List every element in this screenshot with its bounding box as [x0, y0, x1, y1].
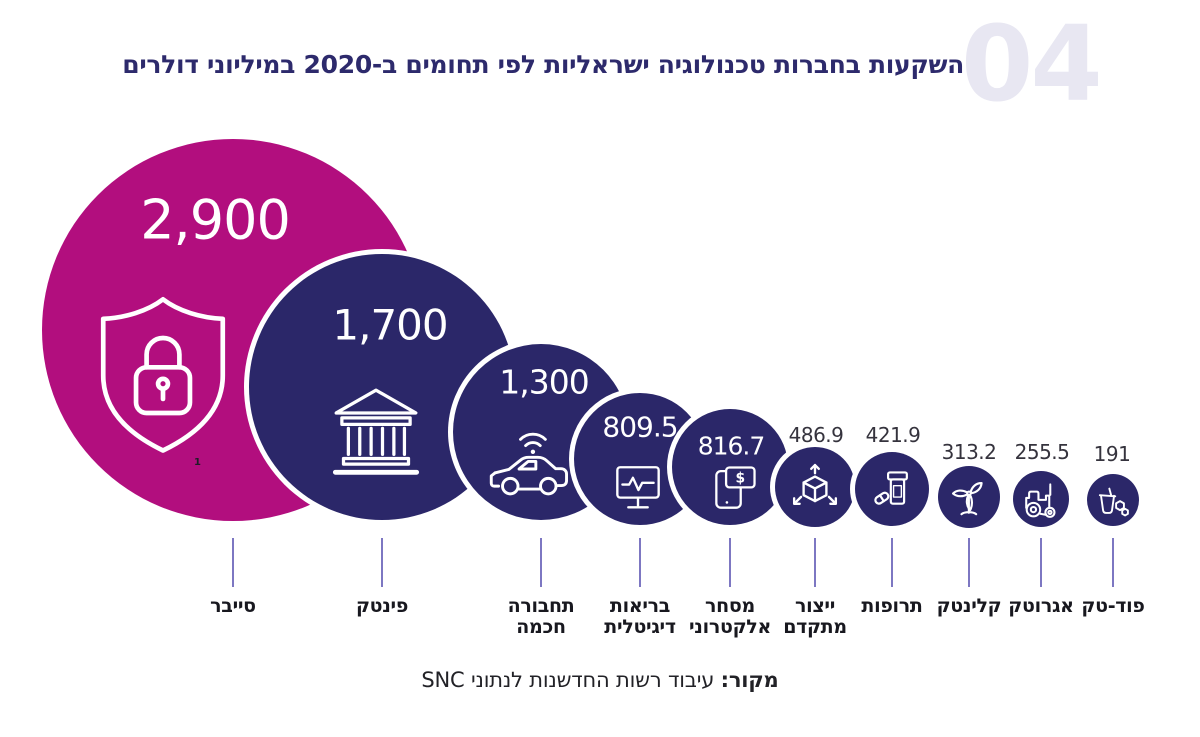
connector-line-advanced-manufacturing	[814, 538, 816, 587]
bubble-value-advanced-manufacturing: 486.9	[788, 423, 844, 447]
mobile-commerce-icon: $	[715, 466, 756, 509]
connector-line-foodtech	[1112, 538, 1114, 587]
category-label-agrotech: אגרוטק	[1008, 595, 1074, 617]
category-label-pharma: תרופות	[861, 595, 923, 617]
connector-line-smart-mobility	[540, 538, 542, 587]
shield-lock-icon	[100, 296, 226, 453]
category-label-foodtech: פוד-טק	[1081, 595, 1145, 617]
health-monitor-icon	[616, 466, 660, 509]
connector-line-cleantech	[968, 538, 970, 587]
bubble-agrotech	[1013, 471, 1069, 527]
source-line: מקור: עיבוד רשות החדשנות לנתוני SNC	[0, 668, 1200, 692]
category-label-fintech: פינטק	[355, 595, 409, 617]
bubble-pharma	[855, 452, 929, 526]
cube-arrows-icon	[792, 463, 838, 505]
bubble-value-cleantech: 313.2	[941, 440, 997, 464]
bubble-foodtech	[1087, 474, 1139, 526]
footnote-marker: 1	[194, 457, 201, 468]
connected-car-icon	[489, 432, 568, 496]
wind-turbine-icon	[951, 482, 983, 516]
bubble-value-smart-mobility: 1,300	[499, 362, 589, 402]
connector-line-cyber	[232, 538, 234, 587]
category-label-cleantech: קלינטק	[936, 595, 1002, 617]
bubble-advanced-manufacturing	[775, 447, 855, 527]
bubble-value-agrotech: 255.5	[1014, 440, 1070, 464]
category-label-cyber: סייבר	[210, 595, 256, 617]
section-number-watermark: 04	[961, 3, 1103, 125]
category-label-advanced-manufacturing: ייצור מתקדם	[783, 595, 847, 638]
bubble-value-cyber: 2,900	[140, 188, 291, 252]
connector-line-fintech	[381, 538, 383, 587]
connector-line-agrotech	[1040, 538, 1042, 587]
bank-icon	[332, 388, 420, 475]
category-label-digital-health: בריאות דיגיטלית	[604, 595, 676, 638]
bubble-cleantech	[938, 466, 1000, 528]
category-label-smart-mobility: תחבורה חכמה	[507, 595, 575, 638]
connector-line-digital-health	[639, 538, 641, 587]
bubble-value-pharma: 421.9	[865, 423, 921, 447]
tractor-icon	[1025, 483, 1056, 518]
bubble-value-e-commerce: 816.7	[697, 431, 766, 461]
dollar-glyph: $	[736, 471, 746, 487]
chart-title: השקעות בחברות טכנולוגיה ישראליות לפי תחו…	[122, 50, 964, 79]
source-text: עיבוד רשות החדשנות לנתוני SNC	[421, 668, 715, 692]
bubble-e-commerce: 816.7 $	[672, 409, 788, 525]
connector-line-pharma	[891, 538, 893, 587]
source-label: מקור:	[720, 668, 779, 692]
food-tech-icon	[1098, 487, 1129, 517]
bubble-value-fintech: 1,700	[332, 300, 448, 350]
bubble-value-foodtech: 191	[1093, 442, 1131, 466]
pill-bottle-icon	[874, 471, 908, 505]
connector-line-e-commerce	[729, 538, 731, 587]
bubble-value-digital-health: 809.5	[602, 410, 678, 444]
category-label-e-commerce: מסחר אלקטרוני	[689, 595, 771, 638]
